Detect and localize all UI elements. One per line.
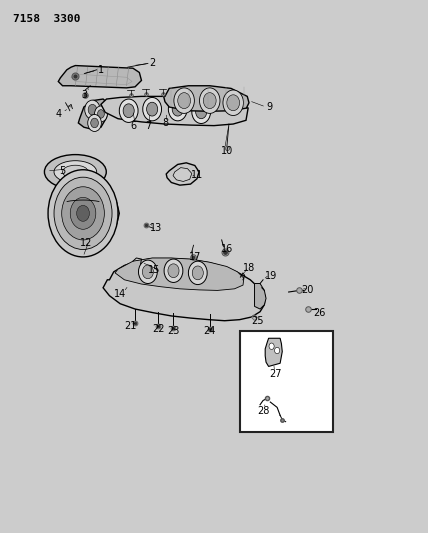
Circle shape	[199, 88, 220, 114]
Circle shape	[223, 90, 244, 116]
Circle shape	[172, 102, 183, 116]
Text: 5: 5	[59, 166, 65, 176]
Circle shape	[192, 266, 203, 280]
Circle shape	[168, 98, 187, 121]
Polygon shape	[255, 284, 266, 309]
Circle shape	[98, 110, 104, 118]
Circle shape	[123, 104, 134, 118]
Text: 18: 18	[243, 263, 256, 273]
Circle shape	[227, 95, 240, 111]
Circle shape	[88, 115, 101, 132]
Circle shape	[203, 93, 216, 109]
Polygon shape	[78, 99, 110, 130]
Bar	[240, 332, 333, 432]
Ellipse shape	[62, 165, 88, 179]
Ellipse shape	[45, 155, 106, 189]
Polygon shape	[115, 258, 244, 290]
Text: 16: 16	[221, 244, 233, 254]
Text: 2: 2	[149, 59, 155, 68]
Text: 21: 21	[125, 321, 137, 331]
Polygon shape	[58, 66, 142, 88]
Text: 14: 14	[114, 289, 126, 299]
Text: 28: 28	[257, 406, 269, 416]
Circle shape	[91, 118, 98, 128]
Circle shape	[95, 106, 107, 122]
Circle shape	[196, 105, 207, 119]
Text: 22: 22	[152, 324, 165, 334]
Circle shape	[54, 177, 112, 249]
Polygon shape	[163, 86, 249, 111]
Text: 4: 4	[55, 109, 61, 119]
Circle shape	[188, 261, 207, 285]
Text: 26: 26	[314, 308, 326, 318]
Text: 24: 24	[204, 326, 216, 336]
Circle shape	[143, 265, 153, 279]
Text: 23: 23	[167, 326, 180, 336]
Circle shape	[174, 88, 194, 114]
Circle shape	[139, 260, 157, 284]
Circle shape	[70, 197, 96, 229]
Ellipse shape	[54, 161, 97, 183]
Circle shape	[192, 100, 211, 124]
Circle shape	[77, 205, 89, 221]
Circle shape	[88, 104, 97, 115]
Circle shape	[143, 98, 161, 121]
Text: 6: 6	[130, 121, 136, 131]
Circle shape	[168, 264, 179, 278]
Text: 13: 13	[150, 223, 163, 233]
Text: 7: 7	[145, 121, 151, 131]
Text: 9: 9	[266, 102, 273, 112]
Text: 1: 1	[98, 65, 104, 75]
Polygon shape	[51, 196, 119, 230]
Polygon shape	[173, 167, 192, 181]
Polygon shape	[101, 96, 248, 126]
Circle shape	[62, 187, 104, 240]
Text: 8: 8	[162, 118, 168, 128]
Text: 12: 12	[80, 238, 92, 247]
Circle shape	[269, 343, 274, 350]
Circle shape	[147, 102, 158, 116]
Text: 25: 25	[251, 316, 264, 326]
Circle shape	[275, 348, 280, 354]
Text: 19: 19	[265, 271, 277, 281]
Circle shape	[85, 100, 100, 119]
Text: 10: 10	[221, 146, 233, 156]
Circle shape	[48, 169, 118, 257]
Polygon shape	[166, 163, 199, 185]
Text: 20: 20	[302, 286, 314, 295]
Text: 17: 17	[189, 253, 201, 262]
Text: 7158  3300: 7158 3300	[14, 14, 81, 24]
Circle shape	[119, 99, 138, 123]
Text: 3: 3	[81, 90, 87, 100]
Circle shape	[164, 259, 183, 282]
Text: 15: 15	[148, 265, 160, 275]
Polygon shape	[265, 338, 282, 367]
Text: 11: 11	[191, 170, 203, 180]
Polygon shape	[103, 259, 265, 321]
Circle shape	[178, 93, 190, 109]
Text: 27: 27	[270, 369, 282, 379]
